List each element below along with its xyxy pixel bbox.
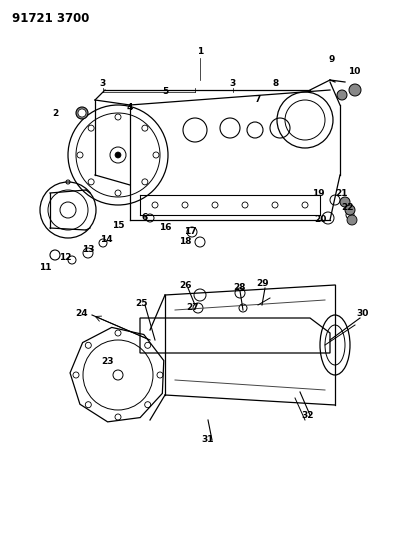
Text: 9: 9 <box>329 55 335 64</box>
Text: 2: 2 <box>52 109 58 117</box>
Text: 17: 17 <box>184 228 196 237</box>
Circle shape <box>78 109 86 117</box>
Text: 6: 6 <box>142 214 148 222</box>
Text: 1: 1 <box>197 47 203 56</box>
Text: 28: 28 <box>234 282 246 292</box>
Text: 15: 15 <box>112 222 124 230</box>
Text: 7: 7 <box>255 95 261 104</box>
Text: 30: 30 <box>357 309 369 318</box>
Text: 16: 16 <box>159 223 171 232</box>
Text: 4: 4 <box>127 103 133 112</box>
Circle shape <box>76 107 88 119</box>
Text: 20: 20 <box>314 215 326 224</box>
Text: 14: 14 <box>100 236 112 245</box>
Text: 19: 19 <box>312 189 324 198</box>
Text: 10: 10 <box>348 68 360 77</box>
Text: 32: 32 <box>302 410 314 419</box>
Text: 21: 21 <box>336 189 348 198</box>
Circle shape <box>337 90 347 100</box>
Text: 26: 26 <box>179 281 191 290</box>
Text: 5: 5 <box>162 87 168 96</box>
Circle shape <box>340 197 350 207</box>
Text: 25: 25 <box>136 298 148 308</box>
Text: 91721 3700: 91721 3700 <box>12 12 89 25</box>
Text: 3: 3 <box>230 78 236 87</box>
Text: 31: 31 <box>202 435 214 445</box>
Text: 3: 3 <box>100 78 106 87</box>
Text: 13: 13 <box>82 246 94 254</box>
Text: 18: 18 <box>179 238 191 246</box>
Text: 27: 27 <box>187 303 199 312</box>
Text: 23: 23 <box>101 358 113 367</box>
Circle shape <box>349 84 361 96</box>
Circle shape <box>115 152 121 158</box>
Text: 29: 29 <box>257 279 269 287</box>
Text: 22: 22 <box>341 203 353 212</box>
Circle shape <box>347 215 357 225</box>
Text: 24: 24 <box>76 309 88 318</box>
Circle shape <box>345 205 355 215</box>
Text: 11: 11 <box>39 263 51 272</box>
Text: 8: 8 <box>273 78 279 87</box>
Text: 12: 12 <box>59 254 71 262</box>
